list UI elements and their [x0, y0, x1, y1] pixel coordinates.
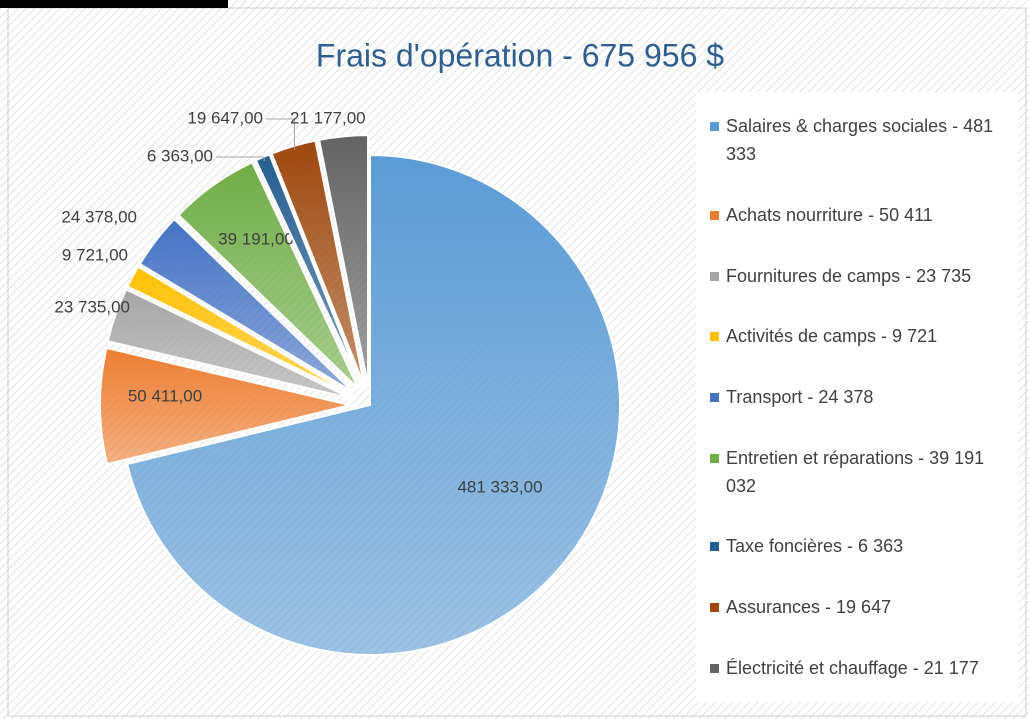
data-label: 24 378,00	[61, 207, 137, 226]
legend-label: Transport - 24 378	[726, 386, 874, 407]
legend-entry: Achats nourriture - 50 411	[696, 201, 1018, 229]
pie-slice	[317, 134, 370, 386]
legend-label: Achats nourriture - 50 411	[726, 204, 933, 225]
pie-slice	[125, 153, 621, 656]
data-label: 19 647,00	[187, 108, 263, 127]
legend-label: Salaires & charges sociales - 481 333	[726, 116, 994, 165]
legend-label: Électricité et chauffage - 21 177	[726, 657, 979, 678]
data-label: 50 411,00	[128, 386, 202, 405]
leader-line	[216, 156, 265, 161]
legend-label: Assurances - 19 647	[726, 596, 892, 617]
data-label: 39 191,00	[218, 229, 294, 248]
legend-label: Entretien et réparations - 39 191 032	[726, 447, 985, 496]
legend-entry: Taxe foncières - 6 363	[696, 532, 1018, 560]
legend-entry: Électricité et chauffage - 21 177	[696, 654, 1018, 682]
legend-label: Taxe foncières - 6 363	[726, 536, 904, 557]
chart-border	[7, 7, 1027, 717]
pie-slice	[177, 161, 360, 390]
legend-swatch	[710, 542, 719, 552]
data-label: 23 735,00	[54, 297, 130, 316]
data-label: 481 333,00	[457, 477, 542, 496]
legend: Salaires & charges sociales - 481 333 Ach…	[696, 92, 1018, 702]
data-label: 9 721,00	[62, 245, 128, 264]
pie-slice	[126, 265, 353, 397]
pie-slice	[106, 288, 352, 400]
legend-label: Fournitures de camps - 23 735	[726, 265, 972, 286]
top-bar	[0, 0, 228, 8]
legend-entry: Salaires & charges sociales - 481 333	[696, 112, 1018, 168]
legend-entry: Fournitures de camps - 23 735	[696, 262, 1018, 290]
legend-swatch	[710, 392, 719, 402]
pie-slice	[99, 346, 351, 466]
pie-slice	[138, 217, 355, 394]
legend-entry: Assurances - 19 647	[696, 593, 1018, 621]
legend-swatch	[710, 122, 719, 132]
legend-swatch	[710, 602, 719, 612]
data-label: 6 363,00	[147, 146, 213, 165]
legend-swatch	[710, 332, 719, 342]
legend-swatch	[710, 663, 719, 673]
chart-title: Frais d'opération - 675 956 $	[316, 37, 724, 73]
legend-entry: Entretien et réparations - 39 191 032	[696, 444, 1018, 500]
legend-swatch	[710, 210, 719, 220]
data-label: 21 177,00	[290, 108, 366, 127]
legend-entry: Activités de camps - 9 721	[696, 322, 1018, 350]
pie-slice	[270, 139, 366, 387]
legend-entry: Transport - 24 378	[696, 383, 1018, 411]
leader-line	[266, 118, 295, 150]
legend-label: Activités de camps - 9 721	[726, 326, 938, 347]
legend-swatch	[710, 271, 719, 281]
legend-swatch	[710, 453, 719, 463]
